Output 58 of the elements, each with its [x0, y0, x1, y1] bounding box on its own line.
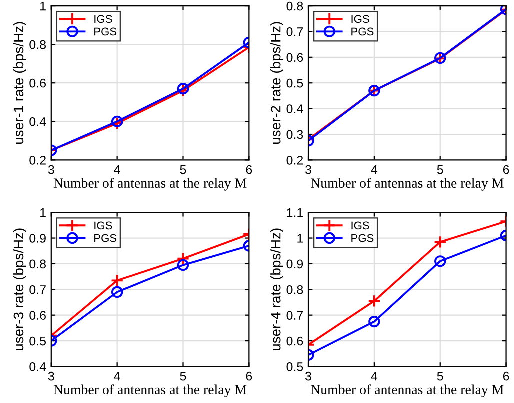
x-axis-title: Number of antennas at the relay M — [310, 178, 504, 191]
y-tick-label: 0.7 — [286, 311, 304, 320]
x-tick-label: 3 — [306, 372, 312, 381]
y-tick-label: 0.8 — [286, 285, 304, 294]
y-tick-label: 0.6 — [30, 311, 46, 320]
y-tick-label: 1 — [40, 208, 46, 218]
y-tick-label: 0.9 — [30, 234, 46, 243]
x-tick-label: 4 — [371, 372, 378, 381]
legend-label: IGS — [94, 222, 112, 230]
x-tick-label: 3 — [48, 165, 54, 174]
x-tick-label: 6 — [246, 165, 252, 174]
legend-label: IGS — [352, 222, 370, 230]
y-axis-title: user-1 rate (bps/Hz) — [13, 22, 26, 144]
y-tick-label: 0.2 — [30, 156, 46, 165]
x-tick-label: 6 — [503, 372, 510, 381]
y-tick-label: 0.8 — [286, 2, 304, 11]
legend-label: IGS — [352, 15, 370, 24]
x-tick-label: 4 — [371, 166, 378, 174]
x-tick-label: 5 — [437, 372, 444, 381]
legend-label: PGS — [94, 234, 117, 242]
y-tick-label: 0.6 — [286, 336, 304, 346]
y-tick-label: 0.8 — [30, 40, 46, 50]
y-tick-label: 1 — [298, 234, 304, 243]
y-tick-label: 0.6 — [286, 53, 304, 62]
legend-label: PGS — [94, 28, 117, 36]
x-tick-label: 3 — [306, 165, 312, 174]
y-tick-label: 0.9 — [286, 260, 304, 269]
legend-label: PGS — [352, 234, 374, 242]
y-axis-title: user-2 rate (bps/Hz) — [270, 22, 284, 144]
x-axis-title: Number of antennas at the relay M — [310, 384, 504, 398]
y-axis-title: user-4 rate (bps/Hz) — [270, 228, 284, 350]
x-tick-label: 3 — [48, 372, 54, 381]
x-axis-title: Number of antennas at the relay M — [54, 384, 247, 398]
x-axis-title: Number of antennas at the relay M — [54, 178, 247, 191]
y-tick-label: 0.5 — [286, 78, 304, 88]
x-tick-label: 5 — [180, 166, 186, 174]
y-tick-label: 1 — [40, 2, 46, 11]
y-tick-label: 1.1 — [287, 208, 304, 218]
y-tick-label: 0.7 — [30, 285, 46, 294]
legend-label: PGS — [352, 28, 374, 36]
y-tick-label: 0.5 — [30, 336, 46, 346]
y-tick-label: 0.2 — [286, 156, 304, 165]
y-tick-label: 0.5 — [286, 362, 304, 372]
y-tick-label: 0.4 — [30, 362, 46, 372]
y-tick-label: 0.4 — [286, 104, 304, 114]
legend-label: IGS — [94, 15, 112, 24]
x-tick-label: 6 — [246, 372, 252, 381]
y-tick-label: 0.8 — [30, 260, 46, 269]
x-tick-label: 5 — [437, 166, 444, 174]
y-axis-title: user-3 rate (bps/Hz) — [13, 228, 26, 350]
x-tick-label: 6 — [503, 165, 510, 174]
y-tick-label: 0.3 — [286, 130, 304, 140]
y-tick-label: 0.7 — [286, 28, 304, 36]
y-tick-label: 0.4 — [30, 117, 46, 126]
x-tick-label: 5 — [180, 372, 186, 381]
x-tick-label: 4 — [114, 372, 120, 381]
x-tick-label: 4 — [114, 166, 120, 174]
y-tick-label: 0.6 — [30, 78, 46, 88]
